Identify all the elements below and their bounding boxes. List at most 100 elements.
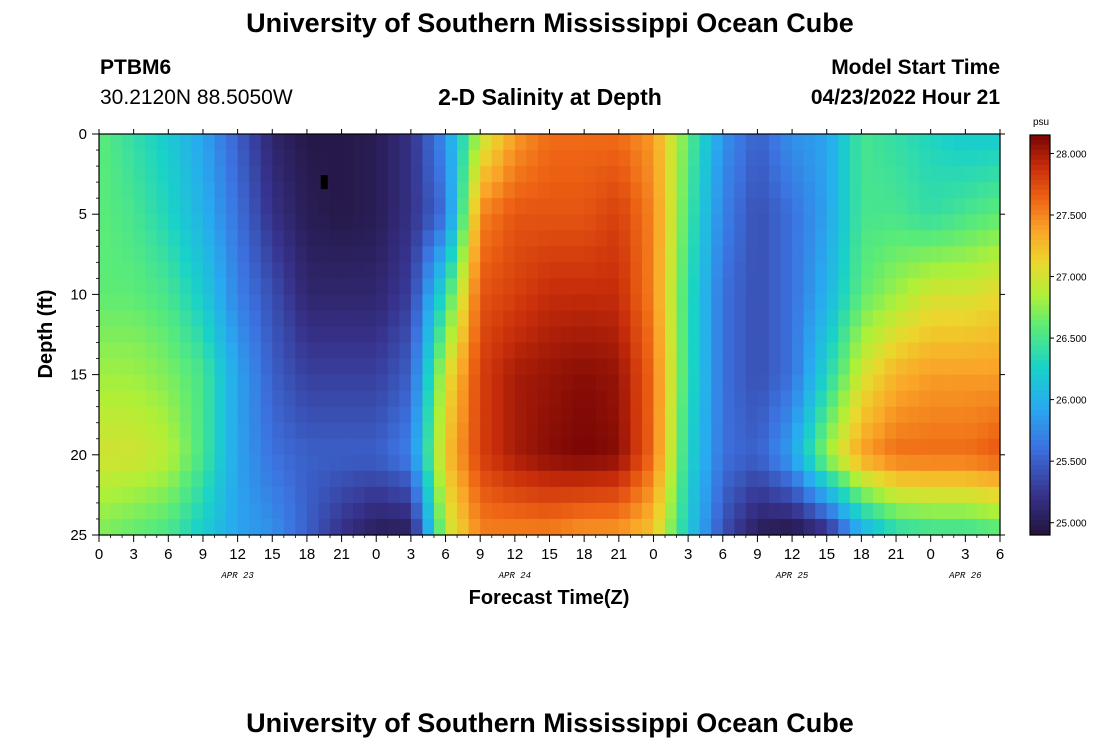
heatmap-cell xyxy=(711,230,724,247)
heatmap-cell xyxy=(318,198,331,215)
heatmap-cell xyxy=(849,310,862,328)
heatmap-cell xyxy=(745,358,759,376)
heatmap-cell xyxy=(168,134,181,151)
heatmap-cell xyxy=(295,406,308,424)
heatmap-cell xyxy=(133,390,146,408)
heatmap-cell xyxy=(214,486,227,504)
heatmap-cell xyxy=(364,278,377,295)
y-tick-label: 20 xyxy=(70,447,87,464)
heatmap-cell xyxy=(757,294,770,312)
heatmap-cell xyxy=(884,390,897,408)
heatmap-cell xyxy=(584,150,597,167)
heatmap-cell xyxy=(110,342,123,360)
heatmap-cell xyxy=(884,310,897,328)
heatmap-cell xyxy=(122,486,135,504)
heatmap-cell xyxy=(306,486,320,504)
heatmap-cell xyxy=(942,518,955,536)
heatmap-cell xyxy=(457,454,470,472)
heatmap-cell xyxy=(318,470,331,488)
heatmap-cell xyxy=(561,230,574,247)
heatmap-cell xyxy=(191,246,204,263)
colorbar-swatch xyxy=(1030,360,1050,366)
heatmap-cell xyxy=(757,198,770,215)
heatmap-cell xyxy=(226,134,239,151)
heatmap-cell xyxy=(711,438,724,456)
heatmap-cell xyxy=(896,246,909,263)
heatmap-cell xyxy=(341,198,354,215)
heatmap-cell xyxy=(699,422,712,440)
heatmap-cell xyxy=(884,518,897,536)
heatmap-cell xyxy=(99,278,112,295)
heatmap-cell xyxy=(283,358,296,376)
heatmap-cell xyxy=(318,358,331,376)
heatmap-cell xyxy=(272,358,285,376)
heatmap-cell xyxy=(537,182,551,199)
heatmap-cell xyxy=(792,310,805,328)
heatmap-cell xyxy=(399,294,412,312)
heatmap-cell xyxy=(330,454,343,472)
heatmap-cell xyxy=(872,422,886,440)
heatmap-cell xyxy=(988,438,1001,456)
heatmap-cell xyxy=(376,422,389,440)
heatmap-cell xyxy=(838,486,851,504)
heatmap-cell xyxy=(330,198,343,215)
heatmap-cell xyxy=(872,246,886,263)
heatmap-cell xyxy=(376,198,389,215)
heatmap-cell xyxy=(792,406,805,424)
heatmap-cell xyxy=(156,486,169,504)
heatmap-cell xyxy=(145,150,158,167)
heatmap-cell xyxy=(237,198,250,215)
y-tick-label: 0 xyxy=(79,126,87,143)
heatmap-cell xyxy=(734,150,747,167)
colorbar-swatch xyxy=(1030,395,1050,401)
heatmap-cell xyxy=(214,262,227,279)
heatmap-cell xyxy=(376,182,389,199)
heatmap-cell xyxy=(815,518,828,536)
heatmap-cell xyxy=(618,326,631,344)
heatmap-cell xyxy=(341,518,354,536)
heatmap-cell xyxy=(988,422,1001,440)
heatmap-cell xyxy=(133,454,146,472)
heatmap-cell xyxy=(133,358,146,376)
heatmap-cell xyxy=(561,150,574,167)
heatmap-cell xyxy=(838,214,851,231)
heatmap-cell xyxy=(665,230,678,247)
heatmap-cell xyxy=(561,134,574,151)
heatmap-cell xyxy=(480,502,493,520)
heatmap-cell xyxy=(849,486,862,504)
heatmap-cell xyxy=(665,374,678,392)
heatmap-cell xyxy=(433,390,447,408)
heatmap-cell xyxy=(306,470,320,488)
heatmap-cell xyxy=(399,470,412,488)
heatmap-cell xyxy=(699,486,712,504)
heatmap-cell xyxy=(584,198,597,215)
page-title: University of Southern Mississippi Ocean… xyxy=(246,8,854,38)
heatmap-cell xyxy=(907,278,920,295)
heatmap-cell xyxy=(295,310,308,328)
heatmap-cell xyxy=(156,166,169,183)
heatmap-cell xyxy=(214,342,227,360)
model-start-time: 04/23/2022 Hour 21 xyxy=(810,86,1000,109)
heatmap-cell xyxy=(179,390,193,408)
heatmap-cell xyxy=(549,246,562,263)
heatmap-cell xyxy=(457,214,470,231)
heatmap-cell xyxy=(942,230,955,247)
heatmap-cell xyxy=(572,294,585,312)
heatmap-cell xyxy=(318,374,331,392)
heatmap-cell xyxy=(399,326,412,344)
heatmap-cell xyxy=(226,374,239,392)
heatmap-cell xyxy=(676,342,689,360)
heatmap-cell xyxy=(907,390,920,408)
heatmap-cell xyxy=(283,310,296,328)
heatmap-cell xyxy=(861,246,874,263)
heatmap-cell xyxy=(145,214,158,231)
heatmap-cell xyxy=(341,230,354,247)
heatmap-cell xyxy=(399,406,412,424)
heatmap-cell xyxy=(561,518,574,536)
colorbar-swatch xyxy=(1030,245,1050,251)
heatmap-cell xyxy=(722,214,735,231)
heatmap-cell xyxy=(618,214,631,231)
colorbar-swatch xyxy=(1030,170,1050,176)
heatmap-cell xyxy=(364,166,377,183)
heatmap-cell xyxy=(122,214,135,231)
